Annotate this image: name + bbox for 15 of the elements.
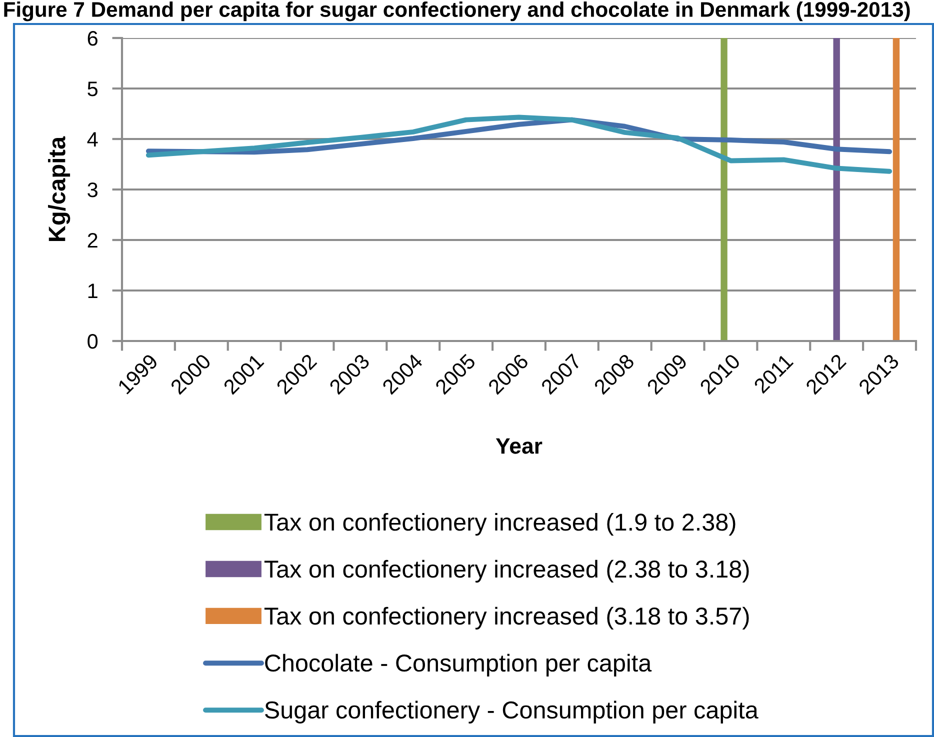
y-tick-label: 0 [88,334,98,349]
y-tick-label: 1 [88,284,98,298]
y-tick-label: 2 [88,233,98,248]
legend-label: Tax on confectionery increased (3.18 to 3.57) [264,606,749,630]
y-tick-label: 4 [87,132,98,147]
legend-label: Tax on confectionery increased (1.9 to 2.38) [264,512,736,536]
y-tick-label: 3 [88,182,98,198]
x-axis-title: Year [496,438,542,454]
y-tick-label: 6 [88,31,98,46]
legend-label: Chocolate - Consumption per capita [265,654,652,676]
legend-label: Sugar confectionery - Consumption per capita [264,700,758,724]
y-axis-title: Kg/capita [48,136,70,242]
y-tick-label: 5 [88,82,98,96]
chart-title: Figure 7 Demand per capita for sugar confectionery and chocolate in Denmark (1999-2013) [4,1,910,22]
legend-label: Tax on confectionery increased (2.38 to 3.18) [264,560,749,583]
